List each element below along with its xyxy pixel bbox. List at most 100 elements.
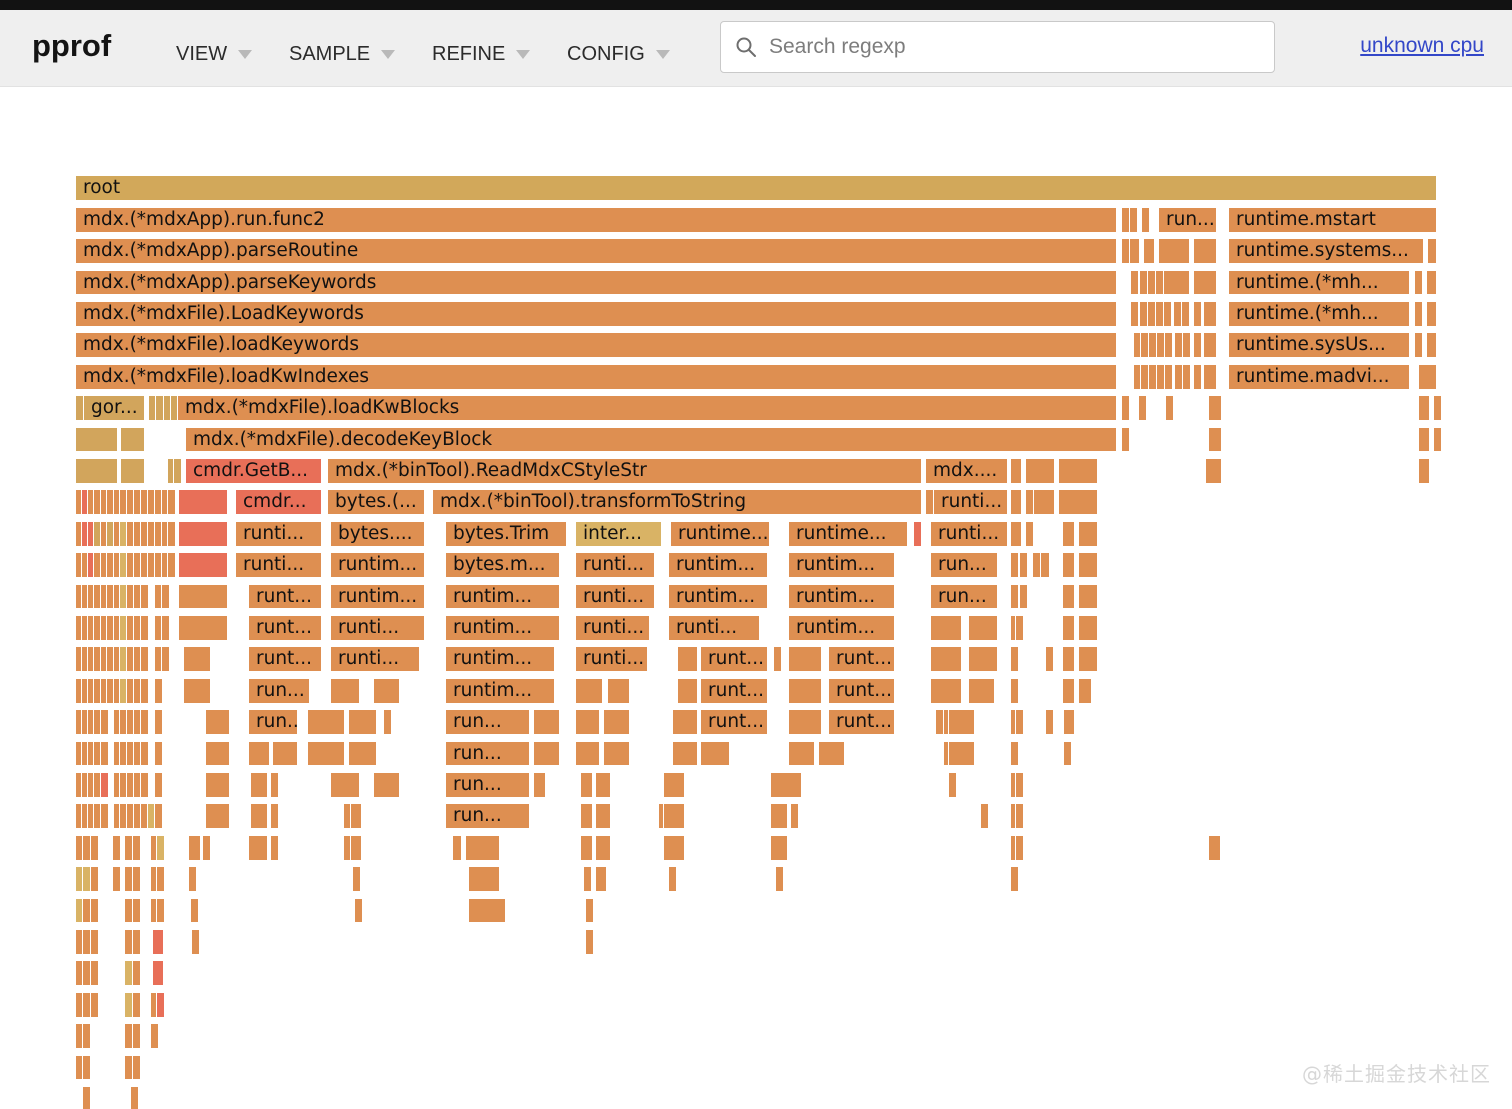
flame-box[interactable] [205,803,230,830]
flame-box[interactable] [1193,238,1217,264]
flame-box[interactable]: bytes.(... [327,489,425,516]
flame-box[interactable] [1427,238,1437,264]
flame-box[interactable] [672,709,698,735]
flame-box[interactable]: run... [930,583,998,610]
flame-box[interactable] [930,677,962,704]
flame-box[interactable] [120,458,145,484]
search-input[interactable] [769,35,1260,59]
flame-box[interactable] [140,583,149,610]
flame-box[interactable] [595,866,607,892]
flame-box[interactable] [156,991,165,1018]
flame-box[interactable] [1058,489,1098,516]
flame-box[interactable]: runtime... [670,520,770,547]
flame-box[interactable] [188,866,197,892]
flame-box[interactable]: gor... [83,395,145,421]
flame-box[interactable] [100,740,109,767]
flame-box[interactable] [132,866,141,892]
flame-box[interactable] [968,646,998,673]
flame-box[interactable] [533,772,546,798]
flame-box[interactable] [1208,395,1222,421]
flame-box[interactable] [82,1054,91,1081]
flame-box[interactable] [790,803,799,830]
flame-box[interactable] [1414,269,1423,296]
flame-box[interactable] [270,772,279,798]
flame-box[interactable] [1121,426,1130,453]
flame-box[interactable]: cmdr.GetB... [185,458,322,484]
flame-box[interactable] [140,615,149,641]
flame-box[interactable] [100,772,109,798]
flame-box[interactable] [90,897,99,924]
flame-box[interactable]: runti... [235,520,322,547]
flame-box[interactable] [82,1023,91,1049]
flame-box[interactable] [788,740,815,767]
flame-box[interactable] [183,677,211,704]
flame-box[interactable] [580,772,593,798]
flame-box[interactable] [1418,458,1430,484]
flame-box[interactable] [330,772,360,798]
flame-box[interactable] [1418,426,1430,453]
flame-box[interactable] [1205,458,1222,484]
flame-box[interactable]: run... [445,803,530,830]
flame-box[interactable] [1164,332,1173,359]
flame-box[interactable] [677,677,698,704]
flame-box[interactable]: runtim... [445,615,560,641]
flame-box[interactable] [132,897,141,924]
flame-box[interactable] [190,897,199,924]
flame-box[interactable]: run... [248,677,310,704]
flame-box[interactable] [248,740,270,767]
flame-box[interactable]: runti... [575,615,650,641]
flame-box[interactable] [575,677,603,704]
flame-box[interactable]: runtime.mstart [1228,206,1437,233]
menu-refine[interactable]: REFINE [432,43,531,66]
flame-box[interactable] [161,615,170,641]
flame-box[interactable] [1025,458,1055,484]
flame-box[interactable] [373,677,400,704]
flame-box[interactable] [205,740,230,767]
flame-box[interactable] [154,740,163,767]
flame-box[interactable] [663,772,685,798]
flame-box[interactable] [773,646,782,673]
flame-box[interactable] [307,709,345,735]
flame-box[interactable] [348,740,377,767]
flame-box[interactable] [90,929,99,955]
flame-box[interactable]: run... [445,709,530,735]
flame-box[interactable] [132,1054,141,1081]
flame-box[interactable] [1078,583,1098,610]
flame-box[interactable] [178,489,228,516]
flame-box[interactable]: runtim... [668,552,768,578]
flame-box[interactable] [307,740,345,767]
flame-box[interactable] [1062,615,1075,641]
flame-box[interactable] [120,426,145,453]
flame-box[interactable] [1203,301,1217,327]
flame-box[interactable] [156,866,165,892]
flame-box[interactable]: runti... [235,552,322,578]
flame-box[interactable] [1181,301,1190,327]
flame-box[interactable] [1063,709,1075,735]
flame-box[interactable] [775,866,784,892]
flame-box[interactable] [1138,395,1147,421]
flame-box[interactable] [161,583,170,610]
flame-box[interactable] [330,677,360,704]
flame-box[interactable] [140,740,149,767]
flame-box[interactable] [1010,552,1019,578]
flame-box[interactable] [1129,206,1138,233]
flame-box[interactable] [1015,834,1024,861]
flame-box[interactable] [1193,363,1202,390]
flame-box[interactable] [1010,677,1019,704]
flame-box[interactable] [700,740,730,767]
flame-box[interactable] [1040,552,1050,578]
flame-box[interactable] [1078,677,1092,704]
flame-box[interactable] [1130,301,1139,327]
flame-box[interactable] [1045,646,1054,673]
flame-box[interactable] [1426,269,1437,296]
flame-box[interactable] [1078,646,1098,673]
flame-box[interactable] [1182,332,1191,359]
flame-box[interactable] [770,834,788,861]
flame-box[interactable] [350,803,362,830]
flame-box[interactable]: run... [248,709,298,735]
flame-box[interactable] [607,677,630,704]
flame-box[interactable] [585,897,594,924]
flame-box[interactable]: runt... [828,646,895,673]
flame-box[interactable] [585,929,594,955]
flame-box[interactable]: runtim... [445,646,555,673]
